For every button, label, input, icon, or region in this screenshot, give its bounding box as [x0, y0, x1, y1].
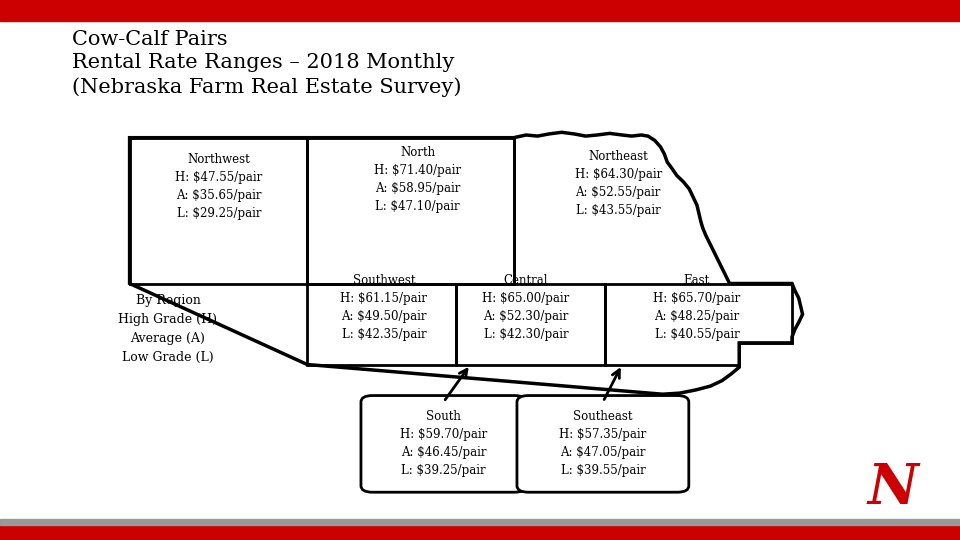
- Text: Northeast
H: $64.30/pair
A: $52.55/pair
L: $43.55/pair: Northeast H: $64.30/pair A: $52.55/pair …: [575, 150, 661, 217]
- Text: Cow-Calf Pairs
Rental Rate Ranges – 2018 Monthly
(Nebraska Farm Real Estate Surv: Cow-Calf Pairs Rental Rate Ranges – 2018…: [72, 30, 462, 97]
- Text: N: N: [868, 461, 918, 516]
- Text: By Region
High Grade (H)
Average (A)
Low Grade (L): By Region High Grade (H) Average (A) Low…: [118, 294, 218, 364]
- Text: South
H: $59.70/pair
A: $46.45/pair
L: $39.25/pair: South H: $59.70/pair A: $46.45/pair L: $…: [400, 410, 487, 477]
- Text: Central
H: $65.00/pair
A: $52.30/pair
L: $42.30/pair: Central H: $65.00/pair A: $52.30/pair L:…: [483, 274, 569, 341]
- FancyBboxPatch shape: [361, 395, 526, 492]
- Bar: [456, 284, 605, 364]
- Text: North
H: $71.40/pair
A: $58.95/pair
L: $47.10/pair: North H: $71.40/pair A: $58.95/pair L: $…: [374, 146, 461, 213]
- Text: Northwest
H: $47.55/pair
A: $35.65/pair
L: $29.25/pair: Northwest H: $47.55/pair A: $35.65/pair …: [176, 153, 262, 220]
- Polygon shape: [605, 284, 792, 364]
- FancyBboxPatch shape: [516, 395, 689, 492]
- Bar: [307, 138, 514, 284]
- Text: Southeast
H: $57.35/pair
A: $47.05/pair
L: $39.55/pair: Southeast H: $57.35/pair A: $47.05/pair …: [560, 410, 646, 477]
- Text: Southwest
H: $61.15/pair
A: $49.50/pair
L: $42.35/pair: Southwest H: $61.15/pair A: $49.50/pair …: [341, 274, 427, 341]
- Bar: [130, 138, 307, 284]
- Text: East
H: $65.70/pair
A: $48.25/pair
L: $40.55/pair: East H: $65.70/pair A: $48.25/pair L: $4…: [654, 274, 740, 341]
- Bar: [307, 284, 456, 364]
